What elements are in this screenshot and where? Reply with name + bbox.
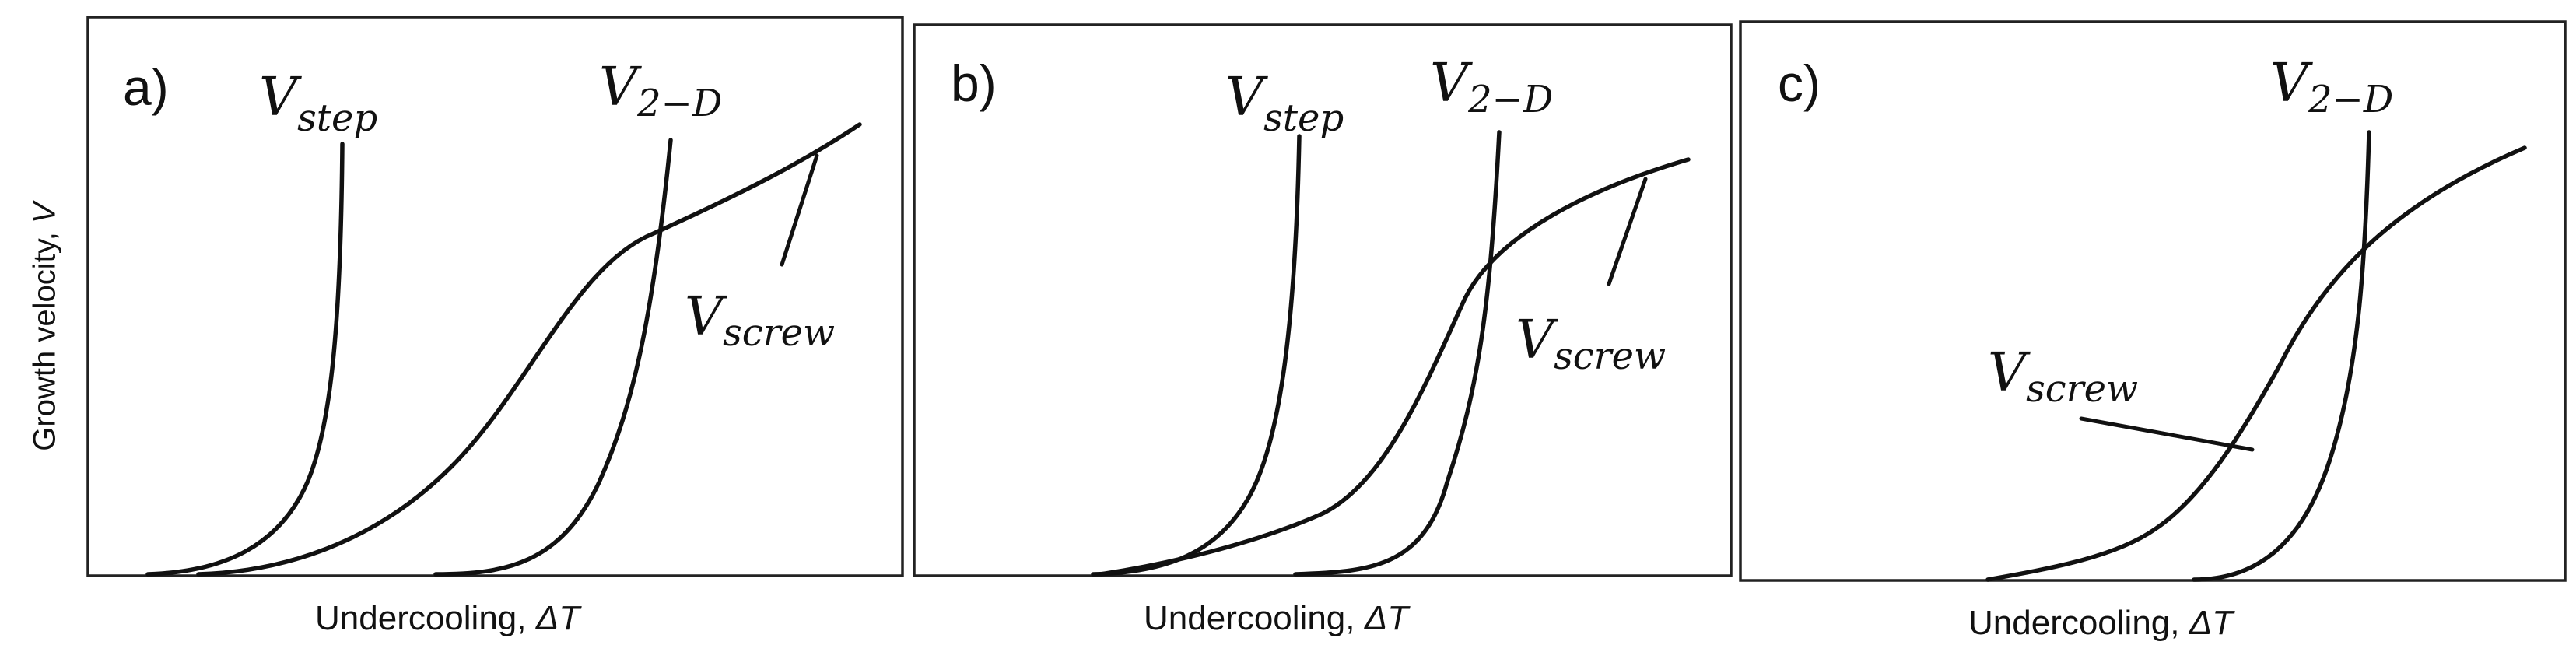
panel-c: c) V2−D Vscrew xyxy=(1739,20,2567,582)
panel-b: b) Vstep V2−D Vscrew xyxy=(913,23,1733,577)
panel-a: a) Vstep V2−D Vscrew xyxy=(86,16,904,577)
panel-b-curve-screw xyxy=(1099,157,1691,577)
panel-c-letter: c) xyxy=(1778,54,1821,112)
panel-a-curve-screw xyxy=(196,122,862,577)
panel-b-x-axis-label: Undercooling, ΔT xyxy=(1144,599,1409,637)
panel-b-label-screw: Vscrew xyxy=(1516,310,1666,378)
panel-a-label-step: Vstep xyxy=(259,67,377,140)
panel-a-letter: a) xyxy=(123,58,169,116)
panel-c-x-axis-label: Undercooling, ΔT xyxy=(1968,604,2234,642)
panel-b-curve-step xyxy=(1091,134,1302,577)
panel-b-letter: b) xyxy=(951,54,997,112)
panel-c-label-2d: V2−D xyxy=(2270,53,2393,121)
panel-b-label-step: Vstep xyxy=(1225,67,1344,140)
panel-a-frame xyxy=(86,16,904,577)
panel-a-x-axis-label: Undercooling, ΔT xyxy=(315,599,580,637)
panel-c-curve-2d xyxy=(2192,130,2371,582)
panel-b-screw-leader xyxy=(1607,177,1648,286)
panel-a-label-2d: V2−D xyxy=(599,57,722,125)
panel-c-curve-screw xyxy=(1985,145,2527,582)
panel-a-curve-step xyxy=(145,142,345,577)
panel-c-screw-leader xyxy=(2079,416,2255,452)
panel-a-curve-2d xyxy=(433,138,673,577)
panel-c-label-screw: Vscrew xyxy=(1988,342,2138,411)
panel-a-label-screw: Vscrew xyxy=(685,286,835,355)
panel-b-frame xyxy=(913,23,1733,577)
panel-b-label-2d: V2−D xyxy=(1430,53,1553,121)
panel-a-screw-leader xyxy=(780,153,819,267)
panel-c-frame xyxy=(1739,20,2567,582)
panel-b-curve-2d xyxy=(1293,130,1502,577)
